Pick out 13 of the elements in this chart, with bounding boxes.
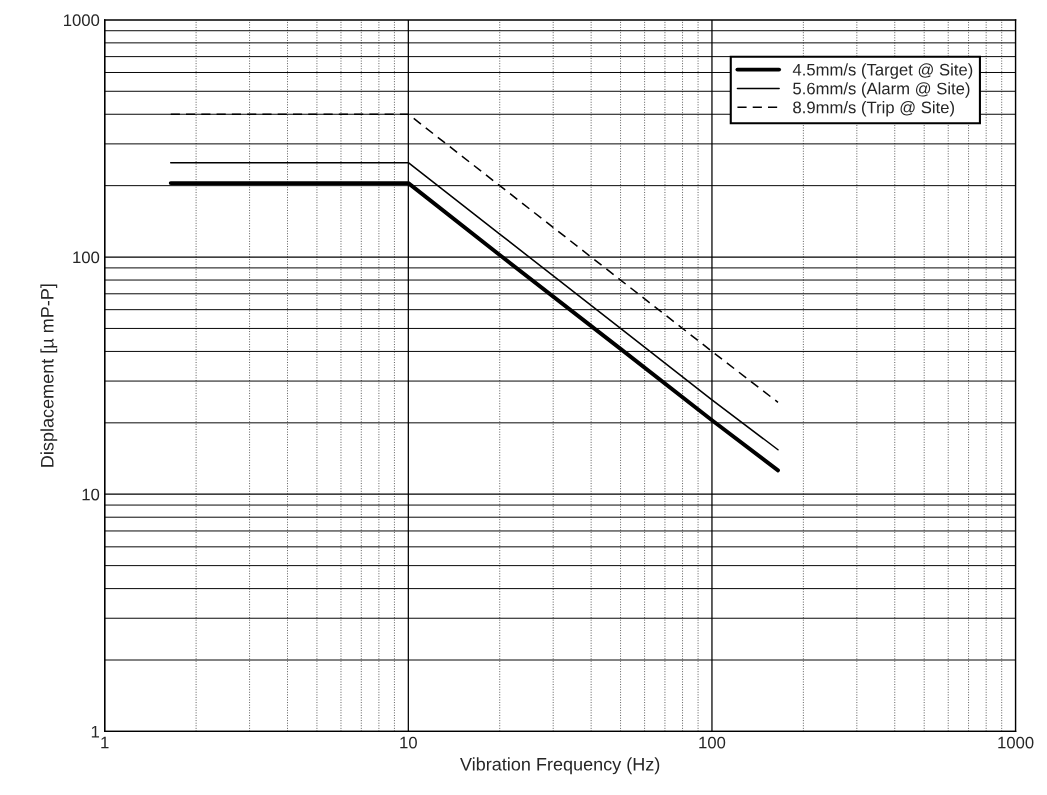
y-tick-label: 1 <box>91 725 100 738</box>
legend-label: 8.9mm/s (Trip @ Site) <box>793 101 954 117</box>
x-tick-label: 1000 <box>998 736 1034 749</box>
y-axis-title: Displacement [µ mP-P] <box>40 284 58 467</box>
legend-label: 5.6mm/s (Alarm @ Site) <box>793 82 970 98</box>
y-tick-label: 10 <box>82 488 100 501</box>
legend-label: 4.5mm/s (Target @ Site) <box>792 63 973 79</box>
y-tick-label: 100 <box>73 251 100 264</box>
x-tick-label: 10 <box>400 736 417 749</box>
x-axis-title: Vibration Frequency (Hz) <box>460 757 660 775</box>
y-tick-label: 1000 <box>64 14 100 27</box>
x-tick-label: 100 <box>699 736 726 749</box>
x-tick-label: 1 <box>101 736 109 749</box>
